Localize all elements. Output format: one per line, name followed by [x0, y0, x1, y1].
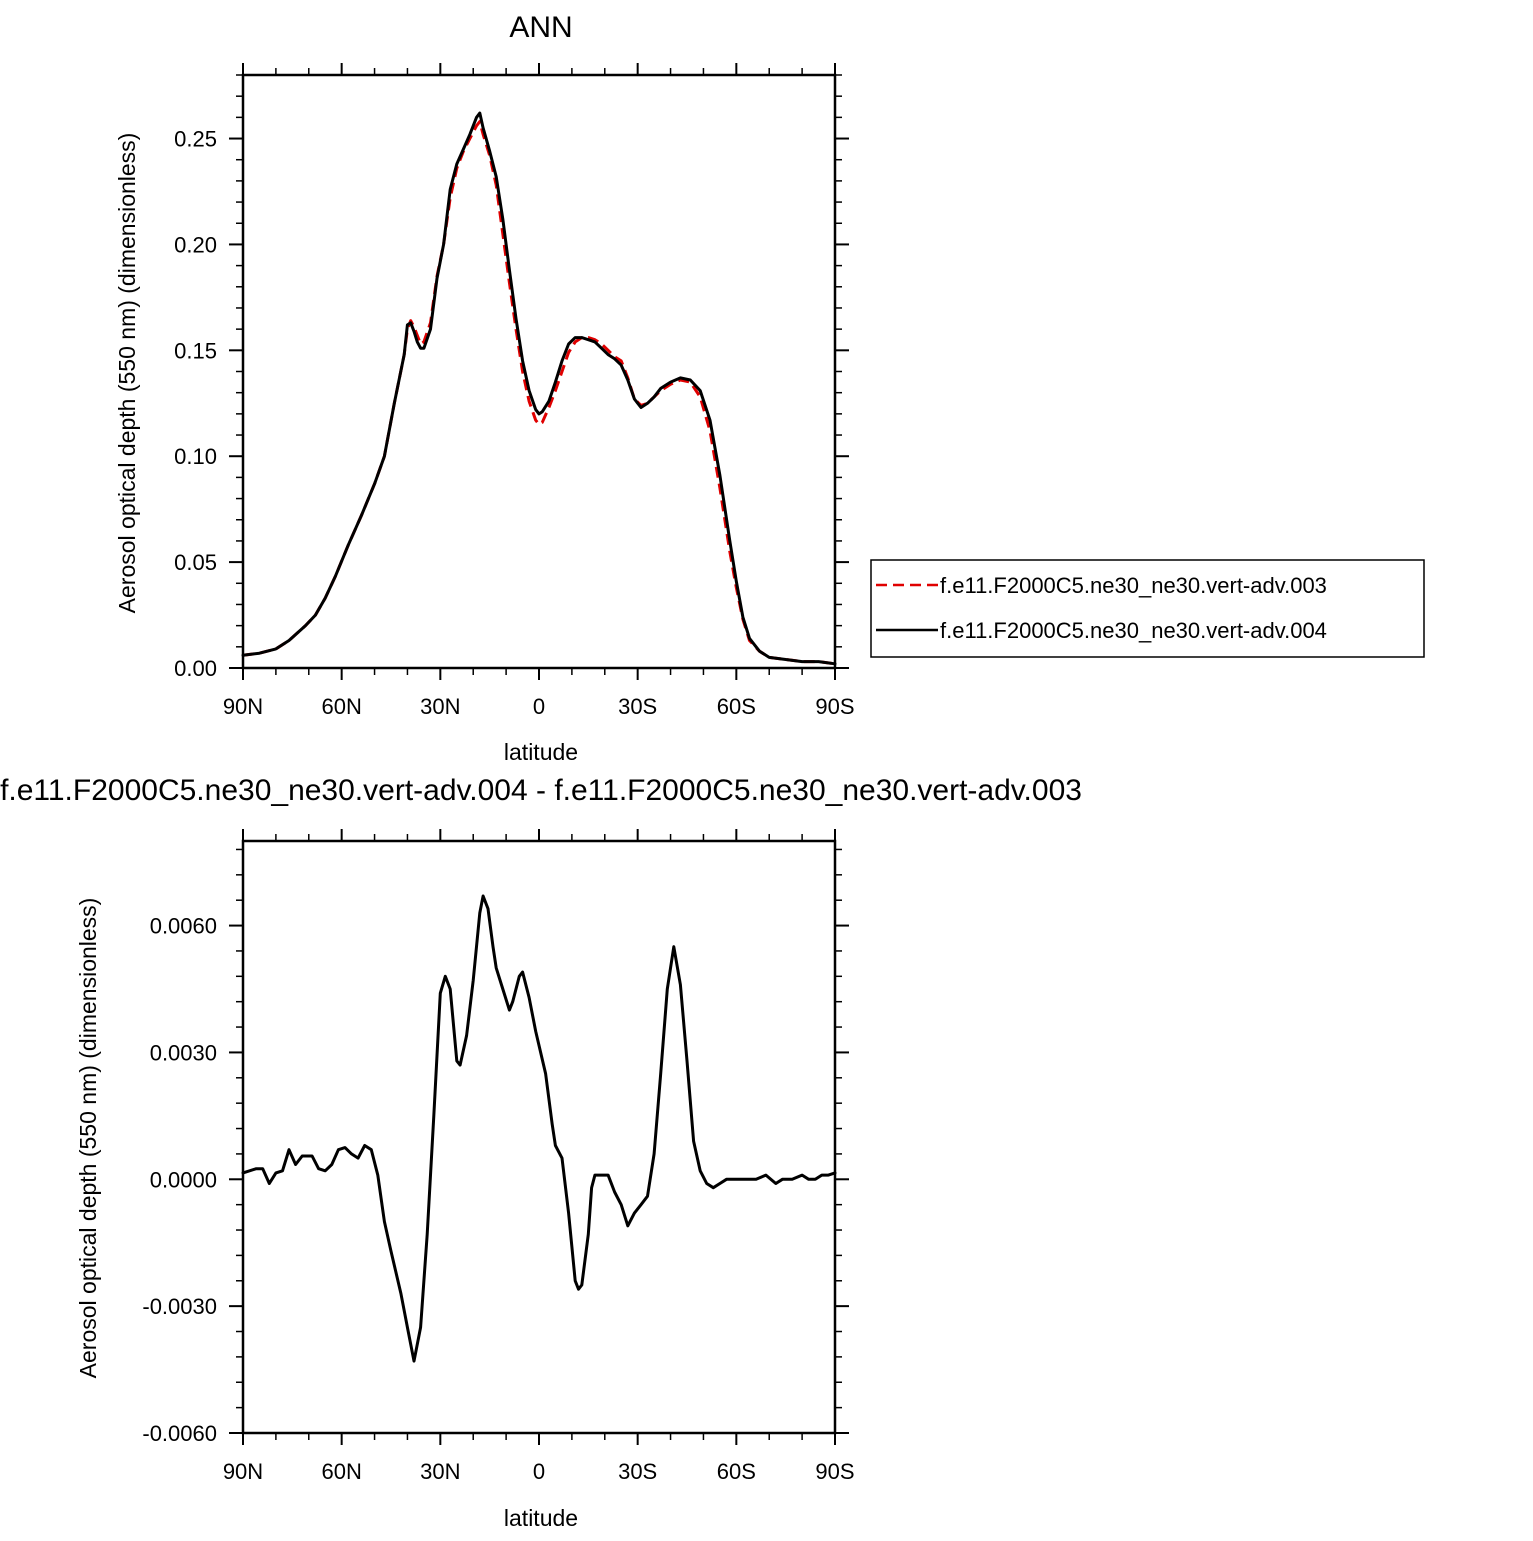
- x-tick-label: 90S: [815, 694, 854, 719]
- tick-marks: [229, 63, 849, 680]
- series-line-1: [241, 894, 837, 1363]
- legend-box: [870, 559, 1425, 658]
- tick-marks: [229, 829, 849, 1445]
- series-line-2: [241, 111, 837, 666]
- y-tick-label: -0.0030: [142, 1294, 217, 1319]
- y-tick-label: 0.20: [174, 232, 217, 257]
- y-tick-label: -0.0060: [142, 1421, 217, 1446]
- legend: f.e11.F2000C5.ne30_ne30.vert-adv.003 f.e…: [870, 559, 1425, 658]
- y-tick-label: 0.25: [174, 127, 217, 152]
- x-tick-label: 60N: [321, 1459, 361, 1484]
- y-tick-label: 0.0060: [150, 914, 217, 939]
- x-tick-label: 60N: [321, 694, 361, 719]
- series-lines: [241, 894, 837, 1363]
- x-tick-label: 30N: [420, 1459, 460, 1484]
- y-tick-label: 0.05: [174, 550, 217, 575]
- top-chart: ANN Aerosol optical depth (550 nm) (dime…: [114, 11, 855, 765]
- x-axis-label: latitude: [504, 1505, 578, 1531]
- y-tick-label: 0.0000: [150, 1167, 217, 1192]
- tick-labels: 90N 60N 30N 0 30S 60S 90S -0.0060 -0.0030 0.0000 0…: [142, 914, 854, 1484]
- y-tick-label: 0.0030: [150, 1040, 217, 1065]
- x-tick-label: 60S: [717, 1459, 756, 1484]
- x-axis-label: latitude: [504, 739, 578, 765]
- plot-frame: [241, 73, 837, 670]
- series-line-1: [242, 120, 836, 666]
- chart-title: ANN: [509, 11, 572, 44]
- legend-label-series-2: f.e11.F2000C5.ne30_ne30.vert-adv.004: [940, 618, 1327, 643]
- y-tick-label: 0.00: [174, 656, 217, 681]
- x-tick-label: 30S: [618, 694, 657, 719]
- x-tick-label: 30S: [618, 1459, 657, 1484]
- legend-label-series-1: f.e11.F2000C5.ne30_ne30.vert-adv.003: [940, 573, 1327, 598]
- x-tick-label: 90N: [223, 1459, 263, 1484]
- tick-labels: 90N 60N 30N 0 30S 60S 90S 0.00 0.05 0.10 0.15 0.20 0…: [174, 127, 854, 719]
- y-tick-label: 0.10: [174, 444, 217, 469]
- x-tick-label: 90S: [815, 1459, 854, 1484]
- x-tick-label: 0: [533, 1459, 545, 1484]
- y-axis-label: Aerosol optical depth (550 nm) (dimensio…: [75, 898, 101, 1379]
- bottom-chart: f.e11.F2000C5.ne30_ne30.vert-adv.004 - f…: [0, 774, 1082, 1531]
- plot-frame: [241, 839, 837, 1435]
- series-lines: [241, 111, 837, 666]
- y-tick-label: 0.15: [174, 338, 217, 363]
- x-tick-label: 60S: [717, 694, 756, 719]
- x-tick-label: 0: [533, 694, 545, 719]
- y-axis-label: Aerosol optical depth (550 nm) (dimensio…: [114, 133, 140, 614]
- x-tick-label: 90N: [223, 694, 263, 719]
- chart-title: f.e11.F2000C5.ne30_ne30.vert-adv.004 - f…: [0, 774, 1082, 807]
- x-tick-label: 30N: [420, 694, 460, 719]
